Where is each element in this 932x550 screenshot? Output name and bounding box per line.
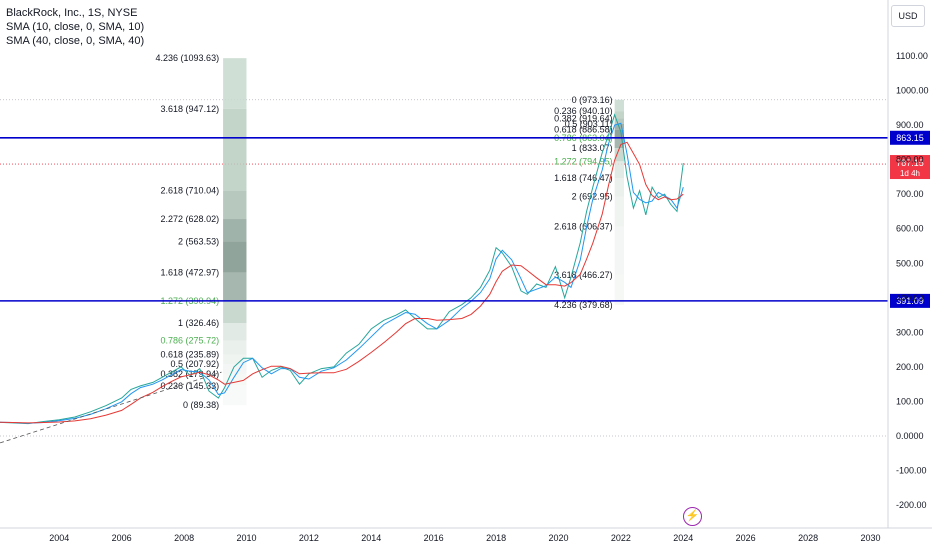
fib-1-zone bbox=[223, 190, 247, 220]
y-tick-label: 1000.00 bbox=[896, 86, 929, 96]
y-tick-label: 500.00 bbox=[896, 258, 924, 268]
fib-1-label: 2 (563.53) bbox=[178, 236, 219, 246]
fib-2-zone bbox=[614, 111, 624, 119]
fib-1-zone bbox=[223, 354, 247, 365]
grid-layer bbox=[0, 99, 888, 437]
y-tick-label: 600.00 bbox=[896, 224, 924, 234]
fib-2-zone bbox=[614, 118, 624, 124]
y-tick-label: 100.00 bbox=[896, 396, 924, 406]
fib-retracement-layer: 4.236 (1093.63) 3.618 (947.12) 2.618 (710.… bbox=[156, 53, 624, 410]
x-tick-label: 2012 bbox=[299, 533, 319, 543]
y-tick-label: 800.00 bbox=[896, 155, 924, 165]
x-tick-label: 2020 bbox=[548, 533, 568, 543]
price-level-badge bbox=[890, 293, 930, 308]
trend-line bbox=[0, 371, 222, 444]
fib-1-label: 1 (326.46) bbox=[178, 318, 219, 328]
fib-1-label: 2.618 (710.04) bbox=[161, 186, 220, 196]
fib-1-zone bbox=[223, 241, 247, 273]
fib-1-label: 1.618 (472.97) bbox=[161, 268, 220, 278]
fib-1-zone bbox=[223, 300, 247, 324]
fib-1-label: 3.618 (947.12) bbox=[161, 104, 220, 114]
fib-2-zone bbox=[614, 274, 624, 305]
y-tick-label: 300.00 bbox=[896, 327, 924, 337]
fib-1-label: 0.236 (145.33) bbox=[161, 381, 220, 391]
fib-1-label: 0.786 (275.72) bbox=[161, 336, 220, 346]
fib-2-label: 0.236 (940.10) bbox=[554, 106, 613, 116]
x-tick-label: 2026 bbox=[736, 533, 756, 543]
x-tick-label: 2006 bbox=[112, 533, 132, 543]
fib-2-label: 4.236 (379.68) bbox=[554, 300, 613, 310]
price-level-badge bbox=[890, 130, 930, 145]
fib-1-zone bbox=[223, 108, 247, 191]
fib-1-label: 2.272 (628.02) bbox=[161, 214, 220, 224]
fib-2-zone bbox=[614, 178, 624, 197]
sma-40-line bbox=[0, 141, 684, 424]
y-tick-label: 0.0000 bbox=[896, 431, 924, 441]
x-tick-label: 2030 bbox=[860, 533, 880, 543]
y-tick-label: 1100.00 bbox=[896, 51, 928, 61]
fib-1-label: 0.382 (179.94) bbox=[161, 369, 220, 379]
fib-2-zone bbox=[614, 161, 624, 179]
fib-1-zone bbox=[223, 385, 247, 406]
fib-2-zone bbox=[614, 99, 624, 112]
x-tick-label: 2016 bbox=[424, 533, 444, 543]
x-tick-label: 2028 bbox=[798, 533, 818, 543]
fib-2-zone bbox=[614, 137, 624, 149]
series-layer bbox=[0, 113, 684, 444]
price-level-label: 863.15 bbox=[896, 133, 924, 143]
event-lightning-icon[interactable]: ⚡ bbox=[683, 507, 702, 526]
x-tick-label: 2010 bbox=[236, 533, 256, 543]
current-price-label: 787.15 bbox=[896, 158, 924, 168]
x-tick-label: 2014 bbox=[361, 533, 381, 543]
fib-1-zone bbox=[223, 364, 247, 374]
fib-2-zone bbox=[614, 196, 624, 227]
fib-1-zone bbox=[223, 340, 247, 355]
fib-2-label: 1 (833.07) bbox=[572, 143, 613, 153]
x-tick-label: 2004 bbox=[49, 533, 69, 543]
fib-2-label: 0.618 (886.58) bbox=[554, 125, 613, 135]
fib-2-zone bbox=[614, 148, 624, 162]
fib-2-zone bbox=[614, 226, 624, 275]
price-series-line bbox=[0, 113, 684, 425]
fib-2-zone bbox=[614, 129, 624, 138]
fib-2-label: 3.618 (466.27) bbox=[554, 270, 613, 280]
fib-1-zone bbox=[223, 323, 247, 341]
current-price-badge bbox=[890, 155, 930, 180]
fib-1-zone bbox=[223, 272, 247, 301]
fib-1-label: 4.236 (1093.63) bbox=[156, 53, 220, 63]
y-tick-label: -100.00 bbox=[896, 466, 927, 476]
y-tick-label: 200.00 bbox=[896, 362, 924, 372]
fib-1-label: 0.618 (235.89) bbox=[161, 350, 220, 360]
legend-sma-40: SMA (40, close, 0, SMA, 40) bbox=[6, 35, 145, 47]
x-tick-label: 2018 bbox=[486, 533, 506, 543]
fib-2-label: 0.5 (903.11) bbox=[565, 119, 613, 129]
fib-1-zone bbox=[223, 58, 247, 109]
fib-1-label: 0 (89.38) bbox=[183, 400, 219, 410]
x-tick-label: 2024 bbox=[673, 533, 693, 543]
price-level-label: 391.09 bbox=[896, 296, 924, 306]
y-tick-label: 700.00 bbox=[896, 189, 924, 199]
sma-10-line bbox=[0, 122, 684, 424]
fib-2-label: 2 (692.95) bbox=[572, 192, 613, 202]
fib-1-zone bbox=[223, 219, 247, 242]
legend-sma-10: SMA (10, close, 0, SMA, 10) bbox=[6, 21, 145, 33]
y-tick-label: -200.00 bbox=[896, 500, 927, 510]
fib-2-label: 0 (973.16) bbox=[572, 95, 613, 105]
x-tick-label: 2008 bbox=[174, 533, 194, 543]
x-tick-label: 2022 bbox=[611, 533, 631, 543]
fib-1-label: 0.5 (207.92) bbox=[171, 359, 220, 369]
chart-legend: BlackRock, Inc., 1S, NYSE SMA (10, close… bbox=[6, 6, 144, 48]
y-tick-label: 400.00 bbox=[896, 293, 924, 303]
currency-button[interactable]: USD bbox=[891, 5, 925, 27]
chart-title: BlackRock, Inc., 1S, NYSE bbox=[6, 7, 138, 19]
fib-2-label: 0.382 (919.64) bbox=[554, 113, 613, 123]
fib-2-label: 1.272 (794.95) bbox=[554, 156, 613, 166]
fib-1-zone bbox=[223, 373, 247, 386]
fib-2-label: 1.618 (746.47) bbox=[554, 173, 613, 183]
countdown-label: 1d 4h bbox=[900, 169, 920, 178]
y-tick-label: 900.00 bbox=[896, 120, 924, 130]
